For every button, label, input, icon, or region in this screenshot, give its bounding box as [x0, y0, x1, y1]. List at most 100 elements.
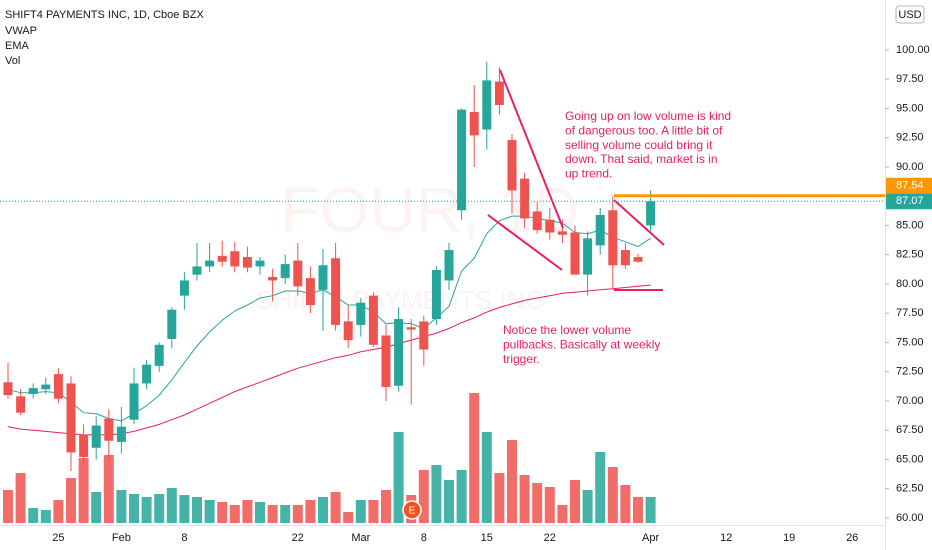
candle-body [154, 344, 164, 366]
candle-body [507, 140, 517, 191]
volume-bar [355, 500, 366, 523]
x-tick-label: 25 [52, 532, 64, 544]
candle-body [646, 201, 656, 226]
volume-bar [368, 500, 379, 523]
candle-body [457, 109, 467, 211]
volume-bar [393, 432, 404, 523]
volume-bar [381, 490, 391, 523]
volume-bar [15, 473, 26, 523]
candle-body [230, 251, 240, 267]
volume-bar [78, 458, 89, 523]
volume-bar [607, 467, 618, 523]
volume-bar [519, 475, 530, 523]
x-tick-label: 15 [481, 532, 493, 544]
annotation-text: down. That said, market is in [565, 152, 718, 166]
annotation-text: trigger. [503, 352, 540, 366]
volume-bar [431, 465, 442, 523]
volume-bar [557, 505, 568, 523]
currency[interactable]: USD [898, 9, 921, 21]
volume-bar [166, 488, 177, 523]
candle-body [469, 111, 479, 136]
indicator-label: Vol [5, 55, 20, 67]
indicator-label: VWAP [5, 25, 37, 37]
last-price-box [886, 193, 932, 210]
y-tick-label: 100.00 [896, 44, 930, 56]
currency-box[interactable] [895, 5, 925, 24]
earnings-badge [402, 500, 422, 520]
volume-bar [305, 500, 316, 523]
candle-body [532, 211, 542, 231]
annotation-text: selling volume could bring it [565, 138, 713, 152]
y-tick-label: 62.50 [896, 483, 924, 495]
volume-bar [91, 492, 102, 523]
volume-bar [179, 495, 190, 523]
candle-body [583, 238, 593, 275]
volume-bar [242, 500, 253, 523]
candle-body [557, 231, 567, 235]
candle-body [368, 295, 378, 345]
annotation-text: of dangerous too. A little bit of [565, 123, 723, 137]
volume-bar [66, 478, 76, 523]
candle-body [620, 250, 630, 266]
candle-body [293, 260, 303, 287]
volume-bar [645, 497, 656, 523]
candle-body [3, 382, 13, 396]
candle-body [431, 269, 441, 320]
annotation-text: pullbacks. Basically at weekly [503, 337, 660, 351]
y-tick-label: 77.50 [896, 307, 924, 319]
plot [3, 61, 656, 523]
y-tick-label: 75.00 [896, 336, 924, 348]
y-tick-label: 60.00 [896, 512, 924, 524]
y-tick-label: 65.00 [896, 453, 924, 465]
watermark: FOUR, 1D SHIFT4 PAYMENTS INC [256, 174, 579, 315]
alert-box [886, 177, 932, 194]
x-tick-label: 8 [421, 532, 427, 544]
volume-bar [141, 497, 152, 523]
volume-bar [192, 497, 202, 523]
volume-bar [633, 497, 643, 523]
x-tick-label: Feb [112, 532, 131, 544]
volume-bar [343, 512, 354, 523]
volume-bar [204, 500, 215, 523]
volume-bar [267, 505, 278, 523]
candle-body [242, 257, 252, 268]
volume-bar [620, 485, 631, 523]
volume-bar [129, 494, 139, 523]
y-tick-label: 92.50 [896, 132, 924, 144]
volume-bar [469, 393, 480, 523]
volume-bar [318, 497, 328, 523]
y-tick-label: 72.50 [896, 366, 924, 378]
candle-body [608, 210, 618, 266]
candle-body [192, 266, 202, 275]
x-tick-label: 22 [292, 532, 304, 544]
candle-body [116, 426, 126, 442]
y-tick-label: 85.00 [896, 219, 924, 231]
volume-bar [116, 490, 127, 523]
x-tick-label: 19 [783, 532, 795, 544]
y-tick-label: 97.50 [896, 73, 924, 85]
candle-body [28, 388, 38, 394]
last-price-label: 87.07 [896, 195, 924, 207]
y-tick-label: 67.50 [896, 424, 924, 436]
candle-body [595, 214, 605, 246]
candle-body [343, 321, 353, 341]
candle-body [53, 374, 63, 399]
volume-bar [3, 490, 13, 523]
candle-body [545, 219, 555, 233]
volume-bar [217, 502, 228, 523]
volume-bar [507, 440, 517, 523]
volume-bar [229, 505, 240, 523]
volume-bar [494, 473, 505, 523]
symbol-title: SHIFT4 PAYMENTS INC, 1D, Cboe BZX [5, 9, 205, 21]
y-tick-label: 70.00 [896, 395, 924, 407]
candle-body [91, 425, 101, 448]
x-tick-label: 12 [720, 532, 732, 544]
candle-body [570, 232, 580, 275]
candle-body [205, 260, 215, 267]
candle-body [217, 255, 227, 262]
volume-bar [103, 455, 114, 523]
alert-label: 87.54 [896, 180, 924, 192]
volume-bar [255, 502, 265, 523]
